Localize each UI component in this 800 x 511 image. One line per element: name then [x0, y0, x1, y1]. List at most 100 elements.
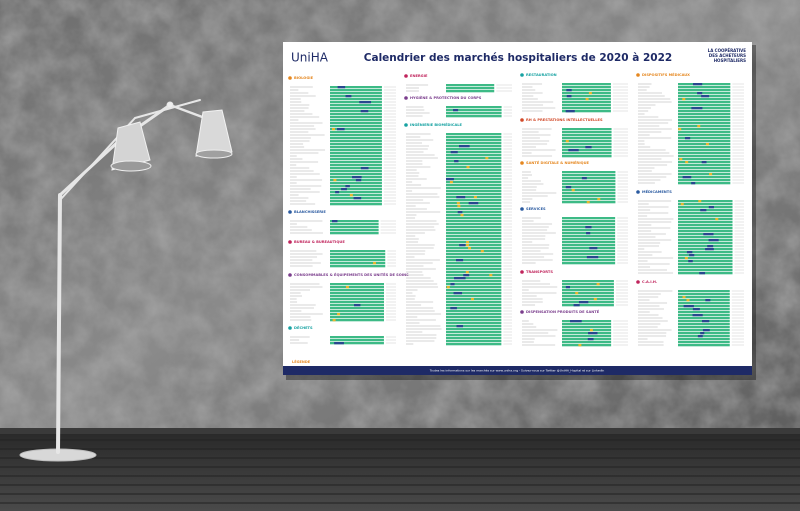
- schedule-bar: [446, 90, 495, 93]
- schedule-bar: [678, 254, 733, 257]
- schedule-bar: [446, 208, 502, 211]
- schedule-bar-accent: [359, 101, 372, 104]
- schedule-bar: [446, 142, 502, 145]
- schedule-bar-accent: [355, 179, 362, 182]
- schedule-bar: [678, 128, 731, 131]
- schedule-bar: [678, 140, 731, 143]
- schedule-bar-accent: [680, 203, 684, 206]
- tagline-line: HOSPITALIERS: [714, 58, 746, 63]
- schedule-bar: [446, 184, 502, 187]
- schedule-bar: [446, 265, 502, 268]
- schedule-bar: [446, 283, 502, 286]
- section-label: SANTÉ DIGITALE & NUMÉRIQUE: [526, 160, 590, 165]
- section-label: DISPENSATION PRODUITS DE SANTÉ: [526, 309, 600, 314]
- schedule-bar: [678, 218, 733, 221]
- schedule-bar: [330, 122, 382, 125]
- schedule-bar: [330, 92, 382, 95]
- schedule-bar: [562, 189, 616, 192]
- schedule-bar-accent: [566, 89, 572, 92]
- schedule-bar: [446, 84, 495, 87]
- floor-planks: [0, 439, 800, 504]
- schedule-bar-accent: [571, 189, 575, 192]
- poster-content: BIOLOGIE BLANCHISSERIE BUREAU & BUREAUTIQU…: [288, 72, 744, 347]
- schedule-bar-accent: [573, 304, 580, 307]
- schedule-bar: [330, 89, 382, 92]
- schedule-bar-accent: [449, 181, 453, 184]
- schedule-bar-accent: [697, 335, 703, 338]
- schedule-bar: [562, 283, 614, 286]
- schedule-bar: [562, 241, 616, 244]
- schedule-bar: [562, 140, 612, 143]
- schedule-bar: [678, 257, 733, 260]
- schedule-bar: [562, 104, 611, 107]
- schedule-bar: [330, 185, 382, 188]
- schedule-bar: [562, 238, 616, 241]
- schedule-bar-accent: [466, 241, 470, 244]
- schedule-bar: [446, 211, 502, 214]
- schedule-bar: [446, 268, 502, 271]
- schedule-bar-accent: [465, 271, 469, 274]
- schedule-bar: [446, 301, 502, 304]
- schedule-bar-accent: [453, 277, 466, 280]
- schedule-bar: [678, 134, 731, 137]
- schedule-bar: [562, 195, 616, 198]
- schedule-bar: [446, 223, 502, 226]
- schedule-bar: [562, 143, 612, 146]
- section-icon: [404, 96, 408, 100]
- schedule-bar: [446, 307, 502, 310]
- schedule-bar-accent: [456, 202, 460, 205]
- schedule-bar: [678, 137, 731, 140]
- schedule-bar: [562, 101, 611, 104]
- section-icon: [288, 210, 292, 214]
- schedule-bar: [678, 179, 731, 182]
- schedule-bar: [446, 343, 502, 346]
- schedule-bar: [678, 116, 731, 119]
- schedule-bar: [446, 325, 502, 328]
- schedule-bar: [330, 286, 385, 289]
- schedule-bar: [678, 215, 733, 218]
- schedule-bar-accent: [701, 95, 710, 98]
- schedule-bar: [562, 250, 616, 253]
- schedule-bar-accent: [708, 206, 714, 209]
- schedule-bar: [678, 290, 730, 293]
- schedule-bar: [678, 110, 731, 113]
- schedule-bar: [330, 86, 382, 89]
- schedule-bar-accent: [575, 292, 579, 295]
- schedule-bar: [678, 104, 731, 107]
- schedule-bar: [562, 229, 616, 232]
- footer: Toutes les informations sur les marchés …: [429, 369, 605, 373]
- schedule-bar: [562, 247, 616, 250]
- schedule-bar: [562, 326, 612, 329]
- schedule-bar: [562, 137, 612, 140]
- schedule-bar-accent: [341, 188, 347, 191]
- schedule-bar: [678, 113, 731, 116]
- schedule-bar: [446, 274, 502, 277]
- section-label: ENERGIE: [410, 74, 428, 78]
- schedule-bar: [678, 182, 731, 185]
- schedule-bar: [446, 181, 502, 184]
- schedule-bar: [446, 196, 502, 199]
- schedule-bar: [446, 331, 502, 334]
- schedule-bar: [562, 180, 616, 183]
- schedule-bar-accent: [692, 83, 703, 86]
- schedule-bar: [678, 335, 730, 338]
- schedule-bar-accent: [489, 274, 493, 277]
- schedule-bar-accent: [332, 319, 336, 322]
- schedule-bar: [562, 304, 614, 307]
- schedule-bar-accent: [473, 196, 477, 199]
- schedule-bar: [446, 295, 502, 298]
- schedule-bar: [330, 301, 385, 304]
- schedule-bar: [330, 113, 382, 116]
- schedule-bar-accent: [678, 128, 682, 131]
- schedule-bar-accent: [349, 194, 353, 197]
- schedule-bar: [330, 223, 379, 226]
- schedule-bar-accent: [466, 166, 470, 169]
- schedule-bar: [446, 262, 502, 265]
- schedule-bar: [678, 221, 733, 224]
- schedule-bar: [330, 342, 384, 345]
- schedule-bar: [562, 110, 611, 113]
- section-label: RH & PRESTATIONS INTELLECTUELLES: [526, 118, 603, 122]
- schedule-bar: [678, 293, 730, 296]
- schedule-bar: [330, 250, 386, 253]
